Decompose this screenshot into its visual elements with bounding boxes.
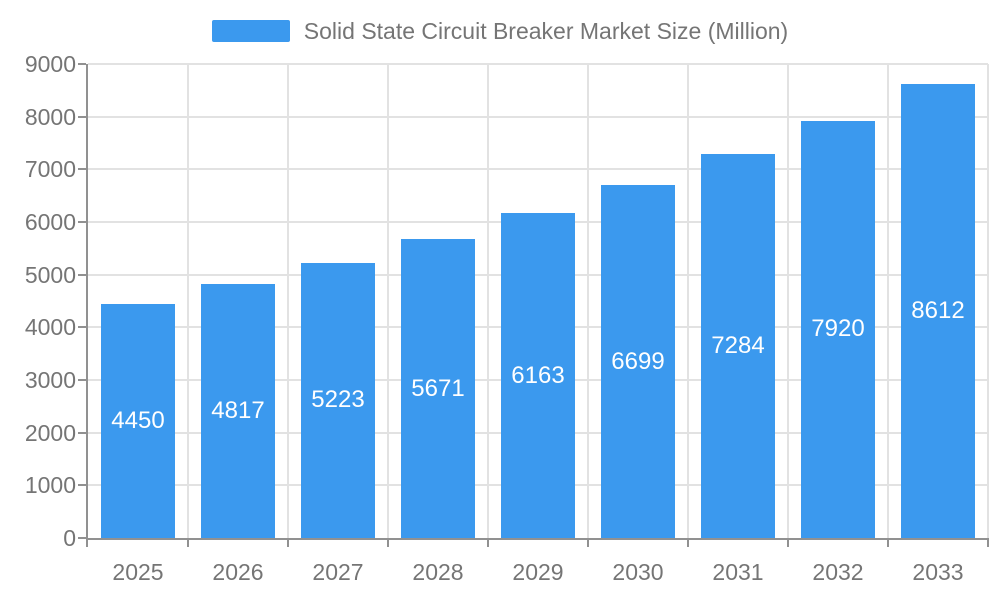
bar[interactable]: 6699: [601, 185, 675, 538]
bar[interactable]: 7920: [801, 120, 875, 538]
x-axis-tick: [287, 538, 289, 547]
x-axis-tick: [487, 538, 489, 547]
x-tick-label: 2028: [412, 559, 464, 585]
y-axis-tick: [78, 537, 86, 539]
y-tick-label: 4000: [24, 314, 76, 341]
y-tick-label: 3000: [24, 367, 76, 393]
gridline-vertical: [187, 64, 189, 538]
bar-value-label: 4817: [211, 397, 265, 425]
bar[interactable]: 4450: [101, 303, 175, 538]
y-axis-tick: [78, 431, 86, 434]
y-axis-tick: [78, 63, 86, 65]
bar-value-label: 4450: [111, 406, 165, 434]
y-tick-label: 5000: [24, 261, 76, 288]
x-axis-tick: [787, 538, 789, 547]
axis-lines: [86, 64, 988, 540]
legend-swatch: [211, 20, 290, 42]
gridline-vertical: [487, 64, 489, 538]
y-tick-label: 1000: [24, 472, 76, 499]
bar[interactable]: 8612: [901, 84, 975, 538]
gridline-vertical: [587, 64, 589, 538]
gridline-vertical: [687, 64, 689, 538]
gridline-vertical: [887, 64, 889, 538]
bar-value-label: 7284: [711, 332, 765, 360]
x-axis-tick: [587, 538, 589, 547]
x-tick-label: 2029: [512, 559, 564, 585]
gridline-vertical: [387, 64, 389, 538]
x-axis-tick: [86, 538, 88, 547]
gridline-horizontal: [88, 63, 988, 65]
gridline-vertical: [987, 64, 989, 538]
bar[interactable]: 5223: [301, 262, 375, 538]
bar-value-label: 5671: [411, 374, 465, 402]
bar-value-label: 8612: [911, 297, 965, 325]
y-tick-label: 7000: [24, 156, 76, 183]
x-tick-label: 2033: [912, 559, 964, 585]
y-tick-label: 6000: [24, 209, 76, 235]
y-tick-label: 8000: [24, 103, 76, 130]
y-axis-tick: [78, 326, 86, 329]
gridline-horizontal: [88, 168, 988, 171]
bar-value-label: 7920: [811, 315, 865, 343]
bar-value-label: 6699: [611, 347, 665, 375]
y-tick-label: 2000: [24, 419, 76, 446]
y-axis-tick: [78, 379, 86, 381]
y-axis-tick: [78, 115, 86, 118]
y-axis-tick: [78, 484, 86, 487]
x-tick-label: 2030: [612, 559, 664, 585]
bar-value-label: 6163: [511, 361, 565, 389]
y-axis-tick: [78, 221, 86, 223]
legend-label: Solid State Circuit Breaker Market Size …: [303, 18, 789, 44]
x-tick-label: 2027: [312, 559, 364, 585]
x-axis-tick: [987, 538, 989, 547]
y-tick-label: 9000: [24, 51, 76, 77]
bar[interactable]: 4817: [201, 284, 275, 538]
bar[interactable]: 7284: [701, 154, 775, 538]
bar[interactable]: 6163: [501, 213, 575, 538]
y-axis-tick: [78, 273, 86, 276]
x-tick-label: 2026: [212, 559, 264, 585]
x-axis-tick: [887, 538, 889, 547]
y-tick-label: 0: [63, 525, 76, 551]
x-axis-tick: [687, 538, 689, 547]
x-tick-label: 2031: [712, 559, 764, 585]
bar-value-label: 5223: [311, 386, 365, 414]
gridline-vertical: [287, 64, 289, 538]
x-axis-tick: [187, 538, 189, 547]
x-tick-label: 2025: [112, 559, 164, 585]
x-tick-label: 2032: [812, 559, 864, 585]
bar[interactable]: 5671: [401, 239, 475, 538]
gridline-horizontal: [88, 115, 988, 118]
x-axis-tick: [387, 538, 389, 547]
legend-item[interactable]: Solid State Circuit Breaker Market Size …: [0, 17, 1000, 45]
y-axis-tick: [78, 168, 86, 171]
gridline-vertical: [787, 64, 789, 538]
